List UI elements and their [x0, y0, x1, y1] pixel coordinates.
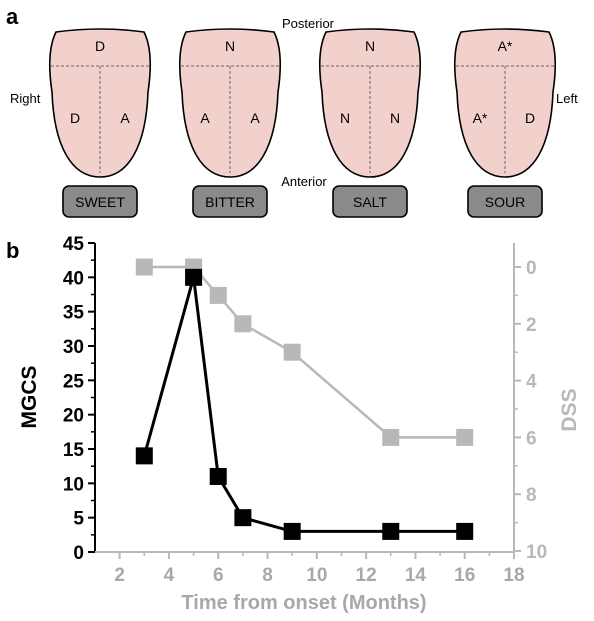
x-tick-label: 18	[503, 565, 524, 586]
tongue-sweet: D D A SWEET	[48, 28, 152, 218]
tongue-bottom-left-value: A*	[473, 110, 488, 126]
series-line-mgcs	[142, 276, 465, 533]
panel-b: b 0 5 10 15 20 25 30 35 40 45 0 2 4 6 8 10 2 4 6 8 10 12 14 1…	[6, 234, 581, 614]
y-left-tick-label: 20	[63, 406, 84, 427]
tongue-top-value: N	[365, 38, 375, 54]
tongue-bottom-left-value: A	[200, 110, 210, 126]
data-point-mgcs	[234, 509, 252, 527]
tongue-top-value: D	[95, 38, 105, 54]
data-point-dss	[209, 286, 227, 304]
y-right-tick-label: 2	[526, 315, 537, 336]
taste-label: SWEET	[75, 194, 125, 210]
tongue-bottom-left-value: D	[70, 110, 80, 126]
anterior-label: Anterior	[281, 174, 327, 189]
posterior-label: Posterior	[282, 16, 335, 31]
taste-label-box	[332, 185, 408, 218]
y-left-tick-label: 10	[63, 474, 84, 495]
series-mgcs	[135, 268, 474, 540]
panel-a: a Posterior Anterior Right Left D D A SWEET…	[6, 4, 578, 218]
y-left-tick-label: 35	[63, 303, 85, 324]
x-axis-title: Time from onset (Months)	[181, 592, 426, 614]
x-tick-label: 2	[114, 565, 125, 586]
panel-a-label: a	[6, 4, 19, 29]
data-point-mgcs	[456, 522, 474, 540]
y-left-tick-label: 25	[63, 371, 85, 392]
data-point-mgcs	[209, 467, 227, 485]
tongue-bitter: N A A BITTER	[178, 28, 282, 218]
taste-label-box	[467, 185, 543, 218]
taste-label: BITTER	[205, 194, 255, 210]
data-point-dss	[283, 343, 301, 361]
y-right-tick-label: 6	[526, 428, 537, 449]
tongue-bottom-right-value: A	[250, 110, 260, 126]
left-label: Left	[556, 91, 578, 106]
tongue-bottom-right-value: D	[525, 110, 535, 126]
taste-label: SALT	[353, 194, 387, 210]
x-tick-label: 6	[213, 565, 224, 586]
y-left-tick-label: 15	[63, 440, 85, 461]
x-tick-label: 10	[306, 565, 327, 586]
x-tick-label: 14	[405, 565, 427, 586]
tongue-bottom-right-value: N	[390, 110, 400, 126]
tongue-sour: A* A* D SOUR	[453, 28, 557, 218]
data-point-mgcs	[382, 522, 400, 540]
y-axis-left-title: MGCS	[18, 366, 41, 429]
y-left-tick-label: 30	[63, 337, 84, 358]
taste-label-box	[62, 185, 138, 218]
data-point-mgcs	[135, 447, 153, 465]
taste-label: SOUR	[485, 194, 525, 210]
y-axis-right-ticks: 0 2 4 6 8 10	[514, 258, 547, 563]
x-axis-ticks: 2 4 6 8 10 12 14 16 18	[114, 552, 525, 586]
y-axis-left-ticks: 0 5 10 15 20 25 30 35 40 45	[63, 234, 95, 564]
panel-b-label: b	[6, 238, 19, 263]
tongue-bottom-left-value: N	[340, 110, 350, 126]
y-right-tick-label: 10	[526, 542, 547, 563]
x-tick-label: 4	[164, 565, 175, 586]
x-tick-label: 16	[454, 565, 475, 586]
y-left-tick-label: 0	[73, 543, 84, 564]
data-point-dss	[382, 428, 400, 446]
data-point-dss	[234, 315, 252, 333]
series-line-dss	[144, 265, 465, 439]
y-axis-right-title: DSS	[558, 388, 581, 431]
y-right-tick-label: 0	[526, 258, 537, 279]
y-left-tick-label: 5	[73, 509, 84, 530]
y-left-tick-label: 40	[63, 268, 84, 289]
tongue-top-value: A*	[498, 38, 513, 54]
tongue-top-value: N	[225, 38, 235, 54]
data-point-dss	[456, 428, 474, 446]
y-right-tick-label: 4	[526, 372, 537, 393]
y-right-tick-label: 8	[526, 485, 537, 506]
tongue-salt: N N N SALT	[318, 28, 422, 218]
x-tick-label: 8	[262, 565, 273, 586]
series-dss	[135, 258, 474, 446]
x-tick-label: 12	[356, 565, 377, 586]
data-point-mgcs	[283, 522, 301, 540]
taste-label-box	[192, 185, 268, 218]
data-point-dss	[135, 258, 153, 276]
data-point-mgcs	[185, 268, 203, 286]
tongue-bottom-right-value: A	[120, 110, 130, 126]
right-label: Right	[10, 91, 41, 106]
y-left-tick-label: 45	[63, 234, 85, 255]
